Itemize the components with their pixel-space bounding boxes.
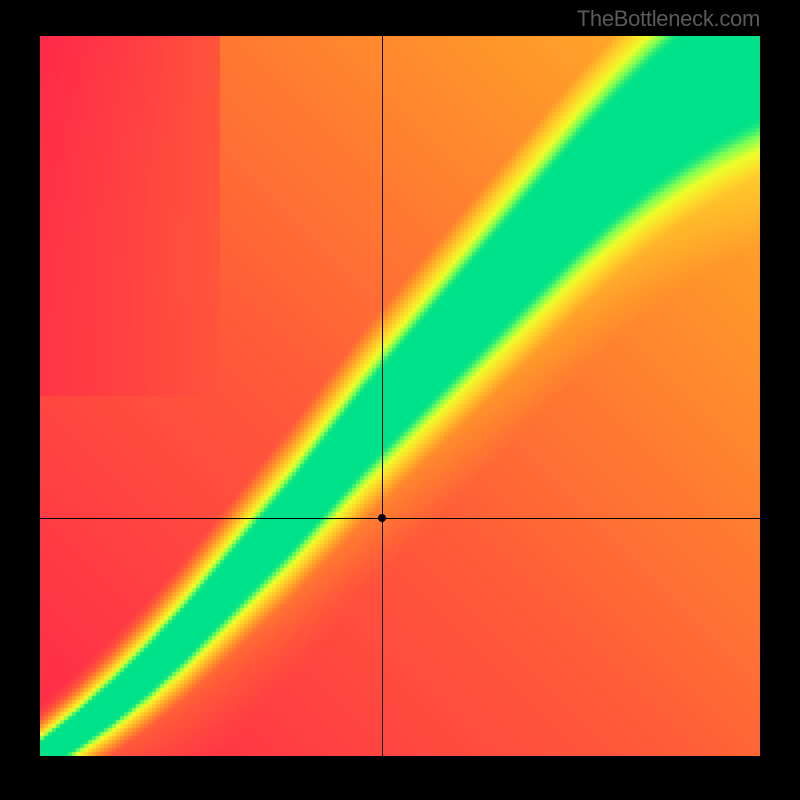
crosshair-horizontal [40, 518, 760, 519]
chart-container: TheBottleneck.com [0, 0, 800, 800]
crosshair-dot [378, 514, 386, 522]
heatmap-canvas [40, 36, 760, 756]
crosshair-vertical [382, 36, 383, 756]
plot-area [40, 36, 760, 756]
watermark-text: TheBottleneck.com [577, 6, 760, 32]
